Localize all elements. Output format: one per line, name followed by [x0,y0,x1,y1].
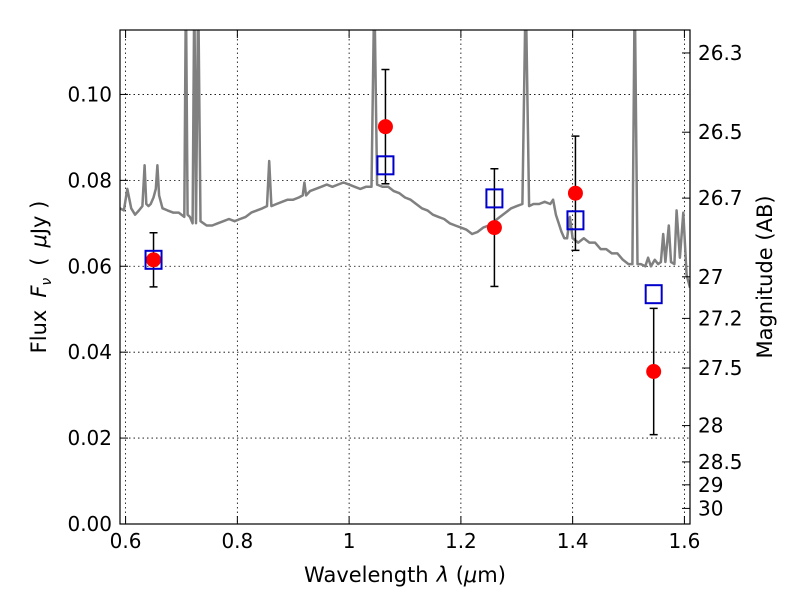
observed-points [146,119,662,380]
model-photometry-point [644,284,663,305]
y-tick-label: 0.00 [67,512,112,536]
y2-axis-label: Magnitude (AB) [753,195,777,358]
y-axis-label-unit-open: ( [27,258,51,266]
y-tick-label: 0.08 [67,168,112,192]
observed-point [377,119,393,135]
observed-point [567,185,583,201]
y-axis-label-symbol: F [27,285,51,298]
x-axis-label-text: Wavelength [304,563,429,587]
y2-tick-label: 29 [698,473,723,497]
model-photometry-point [566,210,585,231]
y-axis-label: Flux Fν ( μJy ) [27,201,55,354]
observed-point [146,252,162,268]
model-photometry-points [144,155,663,305]
y-axis-label-unit-close: Jy ) [27,201,51,237]
y-tick-label: 0.06 [67,254,112,278]
plot-area [120,30,690,436]
y-tick-labels: 0.00 0.02 0.04 0.06 0.08 0.10 [67,82,112,536]
y2-tick-label: 26.5 [698,120,743,144]
observed-point [646,364,662,380]
x-axis-label-unit-open: ( [449,563,464,587]
y2-tick-label: 27.5 [698,356,743,380]
model-photometry-point [144,249,163,270]
x-tick-label: 0.8 [221,529,253,553]
y2-tick-label: 30 [698,496,723,520]
x-tick-label: 1.6 [669,529,701,553]
y2-tick-label: 28.5 [698,450,743,474]
x-axis-label-unit-close: m) [477,563,506,587]
model-spectrum [120,30,690,289]
x-axis-label: Wavelength λ (μm) [304,563,506,587]
y-tick-label: 0.10 [67,82,112,106]
model-photometry-point [376,155,395,176]
x-tick-labels: 0.6 0.8 1 1.2 1.4 1.6 [110,529,701,553]
ticks [120,30,690,525]
y-axis-label-unit-mu: μ [27,234,51,248]
x-tick-label: 1.2 [445,529,477,553]
y2-tick-label: 26.7 [698,186,743,210]
x-tick-label: 1 [343,529,356,553]
x-tick-label: 0.6 [110,529,142,553]
x-tick-label: 1.4 [557,529,589,553]
x-axis-label-unit-mu: μ [463,563,477,587]
y-axis-label-subscript: ν [39,278,55,286]
y2-tick-label: 27 [698,265,723,289]
y-axis-label-text: Flux [27,310,51,354]
x-axis-label-symbol: λ [436,563,449,587]
y-tick-label: 0.04 [67,340,112,364]
model-spectrum-line [120,30,690,289]
y2-tick-label: 27.2 [698,306,743,330]
model-photometry-point [485,188,504,209]
y-tick-label: 0.02 [67,426,112,450]
observed-point [486,220,502,236]
y2-tick-label: 28 [698,414,723,438]
y2-tick-label: 26.3 [698,41,743,65]
